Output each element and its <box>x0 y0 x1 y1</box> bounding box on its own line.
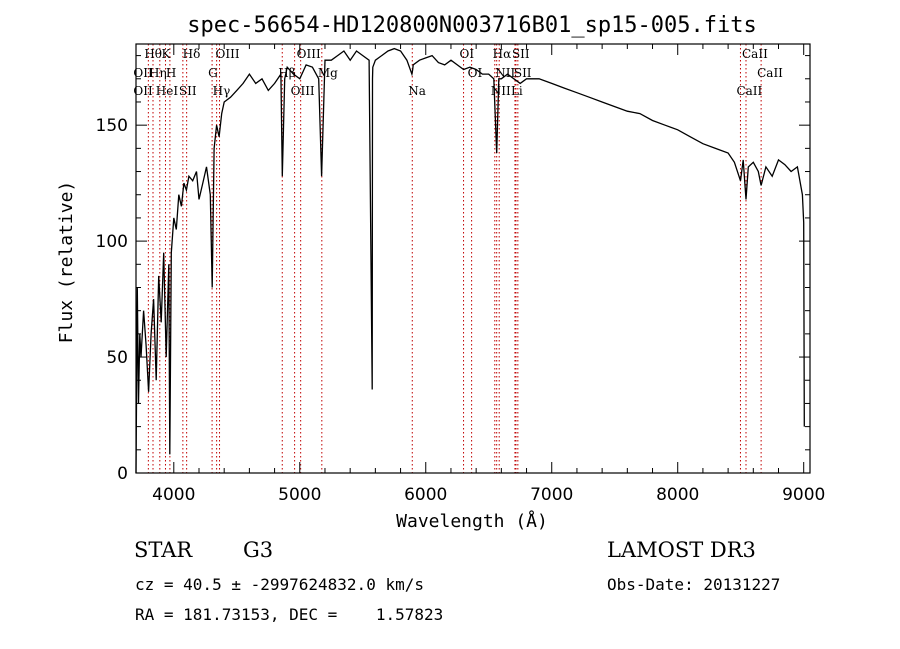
line-marker-label: Hγ <box>213 84 231 98</box>
y-tick-label: 0 <box>117 464 128 484</box>
x-tick-label: 9000 <box>782 485 825 505</box>
line-marker-label: SII <box>179 84 197 98</box>
line-marker-label: Hθ <box>144 47 162 61</box>
plot-frame <box>135 43 811 474</box>
line-marker-label: Hη <box>149 66 167 80</box>
line-marker-label: SII <box>514 66 532 80</box>
line-marker-label: NII <box>491 84 511 98</box>
line-marker-label: OIII <box>297 47 321 61</box>
x-tick-label: 8000 <box>656 485 699 505</box>
observation-date: Obs-Date: 20131227 <box>607 575 781 594</box>
spectral-subclass: G3 <box>243 538 274 562</box>
survey-name: LAMOST DR3 <box>607 538 756 562</box>
line-marker-label: Hβ <box>278 66 295 80</box>
y-tick-label: 150 <box>96 116 128 136</box>
spectrum-line <box>135 47 805 474</box>
line-marker-label: CaII <box>757 66 783 80</box>
line-marker-label: Hδ <box>183 47 201 61</box>
line-marker-label: SII <box>512 47 530 61</box>
sky-coordinates: RA = 181.73153, DEC = 1.57823 <box>135 605 444 624</box>
x-axis-label: Wavelength (Å) <box>396 510 548 532</box>
x-tick-label: 6000 <box>404 485 447 505</box>
x-tick-label: 5000 <box>278 485 321 505</box>
y-axis-label: Flux (relative) <box>56 181 77 344</box>
line-marker-label: CaII <box>742 47 768 61</box>
line-marker-label: CaII <box>736 84 762 98</box>
line-marker-label: OIII <box>291 84 315 98</box>
line-marker-label: OII <box>133 66 153 80</box>
x-tick-label: 7000 <box>530 485 573 505</box>
line-marker-label: OIII <box>216 47 240 61</box>
chart-title: spec-56654-HD120800N003716B01_sp15-005.f… <box>187 13 757 38</box>
line-marker-label: H <box>166 66 176 80</box>
line-marker-label: Mg <box>318 66 338 80</box>
line-marker-label: Na <box>408 84 426 98</box>
spectral-line-markers <box>147 44 762 473</box>
line-marker-label: G <box>208 66 218 80</box>
line-marker-label: OI <box>468 66 483 80</box>
y-tick-label: 100 <box>96 232 128 252</box>
line-marker-label: Hα <box>493 47 512 61</box>
line-marker-label: OI <box>460 47 475 61</box>
object-class: STAR <box>134 538 193 562</box>
x-axis-ticks: 4000 5000 6000 7000 8000 9000 <box>152 44 825 505</box>
spectral-line-labels: HθHηHeIKHSIIHδGHγOIIIHβOIIIOIIIMgNaOIOIN… <box>133 47 783 98</box>
redshift-velocity: cz = 40.5 ± -2997624832.0 km/s <box>135 575 424 594</box>
x-tick-label: 4000 <box>152 485 195 505</box>
y-axis-ticks: 0 50 100 150 <box>96 55 810 484</box>
line-marker-label: K <box>161 47 171 61</box>
line-marker-label: Li <box>511 84 523 98</box>
y-tick-label: 50 <box>106 348 128 368</box>
line-marker-label: HeI <box>156 84 179 98</box>
line-marker-label: OII <box>133 84 153 98</box>
